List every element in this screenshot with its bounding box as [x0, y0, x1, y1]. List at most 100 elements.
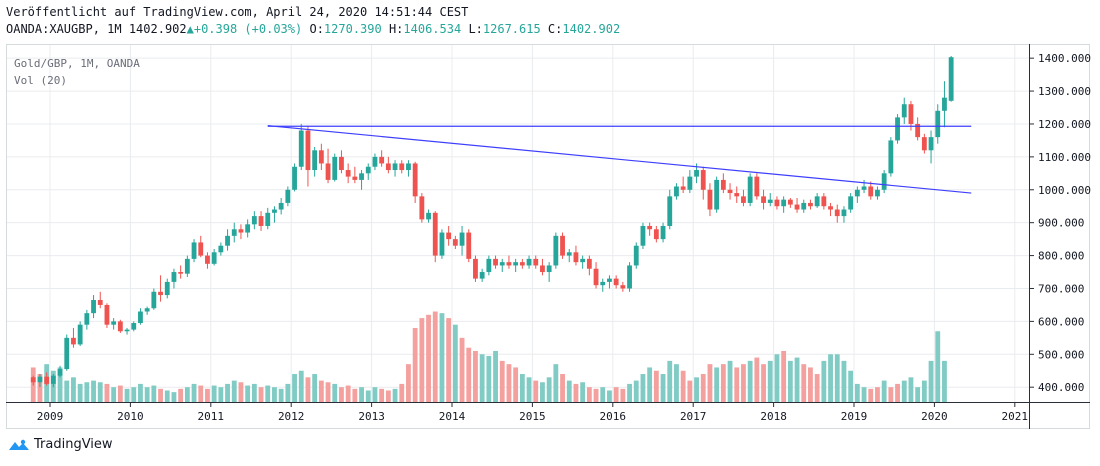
volume-bar [225, 383, 230, 402]
candle-body [50, 375, 56, 384]
price-tick-label: 1300.000 [1038, 85, 1091, 98]
candle-body [774, 199, 780, 207]
volume-bar [895, 383, 900, 402]
price-tick-label: 400.000 [1038, 381, 1084, 394]
volume-bar [546, 377, 552, 402]
volume-bar [640, 374, 646, 402]
price-axis[interactable]: 400.000 500.000 600.000 700.000 800.000 900.0… [1029, 52, 1091, 394]
candle-body [285, 189, 291, 203]
volume-bar [901, 380, 907, 402]
volume-bar [519, 374, 525, 402]
grid [7, 45, 1029, 402]
candle-body [211, 252, 217, 264]
candle-body [406, 163, 411, 171]
volume-bar [379, 388, 385, 402]
candles [30, 56, 954, 388]
up-arrow-icon: ▲ [186, 22, 194, 36]
candle-body [593, 268, 599, 286]
candle-body [479, 272, 485, 279]
candle-body [627, 265, 632, 289]
time-tick-label: 2014 [439, 410, 466, 423]
volume-bar [305, 377, 311, 402]
volume-bar [841, 360, 847, 402]
candle-body [687, 176, 693, 190]
candle-body [365, 166, 371, 174]
candle-body [399, 163, 405, 171]
candle-body [734, 193, 740, 197]
volume-bar [694, 377, 699, 402]
candle-body [935, 110, 941, 138]
candle-body [198, 242, 204, 256]
candle-body [493, 258, 498, 266]
volume-bar [473, 351, 478, 402]
volume-bar [794, 357, 800, 402]
candle-body [111, 321, 117, 325]
candle-body [667, 196, 673, 226]
close-value: 1402.902 [562, 22, 621, 36]
volume-bar [908, 377, 914, 402]
volume-bar [218, 387, 224, 402]
descending-trendline [267, 125, 972, 194]
candle-body [144, 308, 150, 312]
volume-bar [834, 354, 840, 402]
volume-bar [332, 383, 338, 402]
volume-bar [513, 367, 519, 402]
candle-body [942, 97, 947, 111]
price-tick-label: 700.000 [1038, 282, 1084, 295]
candle-body [178, 272, 184, 274]
open-label: O: [309, 22, 324, 36]
volume-bar [144, 387, 150, 402]
volume-bar [352, 388, 358, 402]
volume-bar [707, 364, 713, 402]
candle-body [854, 189, 860, 197]
candle-body [787, 199, 793, 205]
volume-bar [928, 360, 934, 402]
volume-bar [801, 364, 807, 402]
candle-body [184, 258, 190, 274]
brand-label[interactable]: TradingView [34, 437, 113, 452]
time-axis[interactable]: 2009 2010 2011 2012 2013 2014 2015 2016 2017 2018… [37, 402, 1028, 423]
candle-body [205, 255, 210, 264]
candle-body [560, 235, 565, 256]
drawings[interactable] [267, 125, 972, 194]
candle-body [607, 278, 612, 282]
volume-bar [888, 387, 894, 402]
candle-body [305, 130, 311, 171]
volume-bar [205, 388, 210, 402]
volume-bar [741, 364, 746, 402]
candle-body [901, 104, 907, 118]
candle-body [171, 272, 177, 282]
volume-bar [828, 354, 833, 402]
volume-bar [285, 383, 291, 402]
volume-bar [580, 382, 586, 402]
candle-body [647, 225, 653, 230]
volume-bar [211, 385, 217, 402]
volume-bar [848, 370, 854, 402]
volume-bar [747, 360, 753, 402]
volume-bar [586, 387, 592, 402]
volume-bar [627, 383, 632, 402]
volume-bar [191, 383, 197, 402]
candle-body [727, 189, 733, 194]
symbol-label[interactable]: OANDA:XAUGBP, 1M [6, 22, 122, 36]
volume-bar [868, 388, 874, 402]
candle-body [513, 262, 519, 266]
candle-body [265, 212, 271, 226]
high-label: H: [388, 22, 404, 36]
volume-bar [653, 370, 659, 402]
volume-bar [312, 374, 318, 402]
candle-body [660, 225, 666, 240]
time-tick-label: 2017 [680, 410, 707, 423]
volume-bar [607, 390, 612, 402]
candle-body [84, 313, 90, 325]
candle-body [821, 196, 827, 207]
candle-body [231, 229, 237, 236]
candle-body [928, 137, 934, 151]
volume-bar [372, 387, 378, 402]
volume-bar [861, 387, 867, 402]
candle-body [325, 163, 331, 180]
volume-bar [499, 360, 505, 402]
price-tick-label: 1000.000 [1038, 184, 1091, 197]
ohlc-line: OANDA:XAUGBP, 1M 1402.902▲+0.398 (+0.03%… [6, 21, 620, 38]
